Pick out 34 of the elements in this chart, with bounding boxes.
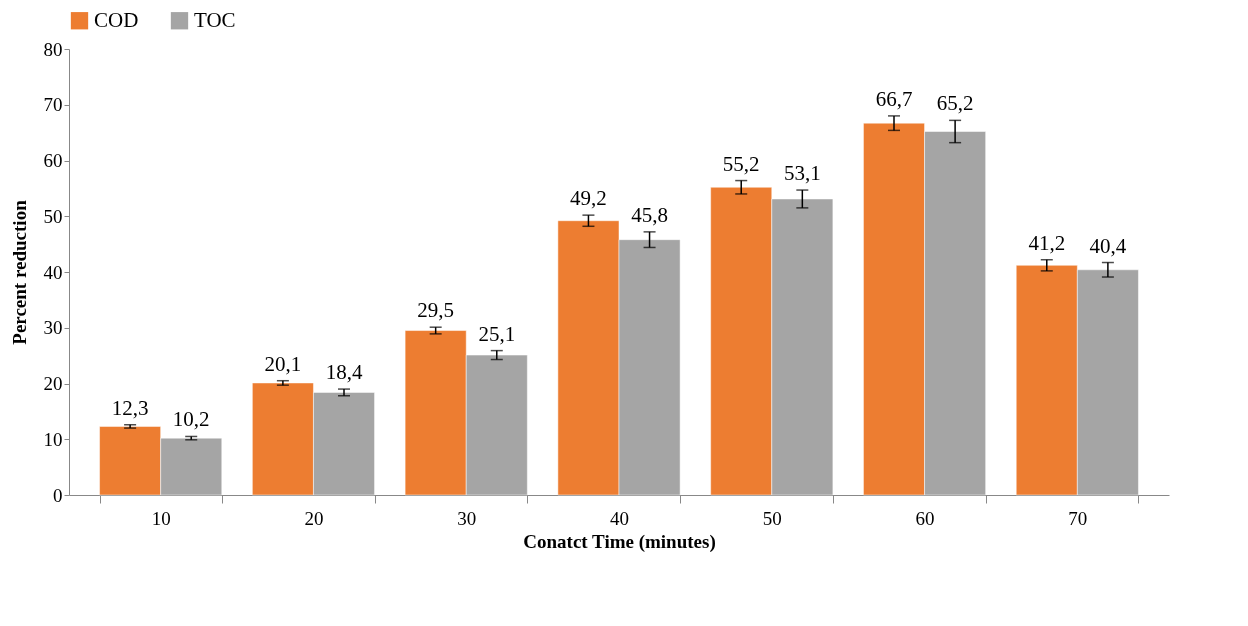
y-tick-label: 40 (43, 261, 63, 283)
x-tick-label: 20 (304, 507, 324, 529)
data-label: 10,2 (172, 407, 210, 432)
y-tick-label: 70 (43, 94, 63, 116)
y-tick-label: 20 (43, 373, 63, 394)
data-label: 49,2 (570, 186, 607, 211)
y-axis-title: Percent reduction (8, 199, 30, 345)
data-label: 25,1 (478, 321, 516, 346)
y-tick-label: 60 (43, 150, 63, 171)
data-label: 18,4 (325, 360, 363, 385)
data-label: 65,2 (936, 91, 974, 116)
legend-label: COD (94, 7, 139, 32)
x-tick-label: 50 (762, 507, 782, 529)
data-label: 53,1 (783, 161, 821, 186)
x-tick-label: 30 (457, 507, 477, 529)
x-tick-label: 10 (151, 507, 171, 529)
y-tick-label: 30 (43, 317, 63, 339)
y-tick-label: 50 (43, 205, 63, 227)
data-label: 45,8 (631, 202, 668, 227)
y-tick-label: 0 (53, 484, 63, 506)
data-label: 55,2 (722, 151, 760, 176)
data-label: 29,5 (417, 298, 455, 323)
legend-label: TOC (194, 7, 236, 32)
x-tick-label: 60 (915, 507, 935, 529)
x-tick-label: 40 (610, 507, 629, 529)
x-tick-label: 70 (1068, 507, 1088, 529)
data-label: 40,4 (1089, 233, 1127, 258)
y-tick-label: 80 (43, 38, 63, 60)
data-label: 41,2 (1028, 230, 1066, 255)
data-label: 20,1 (264, 351, 302, 376)
x-axis-title: Conatct Time (minutes) (523, 530, 716, 553)
y-tick-label: 10 (43, 428, 63, 450)
data-label: 12,3 (111, 395, 149, 420)
data-label: 66,7 (875, 86, 913, 111)
